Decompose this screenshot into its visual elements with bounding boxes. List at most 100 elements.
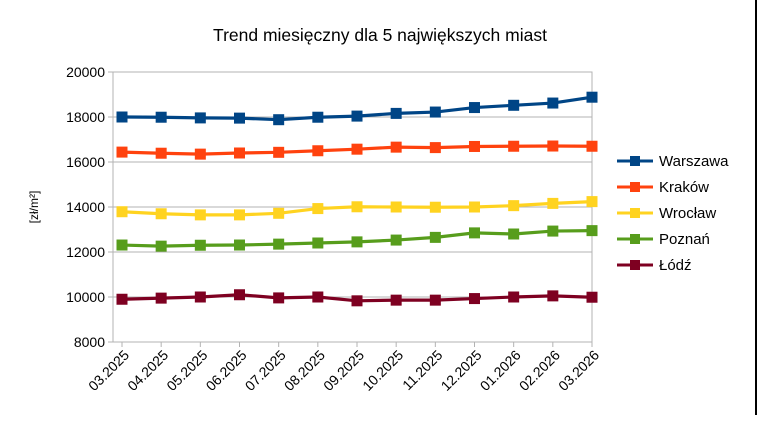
x-tick-label: 08.2025 [281,347,328,394]
legend-label: Kraków [659,178,710,196]
legend-label: Łódź [659,256,692,274]
data-point-marker [547,290,559,302]
data-point-marker [390,234,402,246]
data-point-marker [194,112,206,124]
window-edge [755,0,757,415]
data-point-marker [390,201,402,213]
data-point-marker [116,206,128,218]
y-tick-label: 16000 [66,154,105,170]
data-point-marker [155,292,167,304]
data-point-marker [234,209,245,221]
data-point-marker [194,209,206,221]
legend-item-Poznań: Poznań [616,226,728,252]
data-point-marker [547,197,559,209]
data-point-marker [116,239,128,251]
data-point-marker [429,106,441,118]
data-point-marker [390,107,402,119]
legend-label: Wrocław [659,204,717,222]
data-point-marker [273,146,285,158]
data-point-marker [390,141,402,153]
data-point-marker [351,201,363,213]
data-point-marker [351,295,363,307]
x-tick-label: 11.2025 [399,347,446,394]
x-tick-label: 06.2025 [203,347,250,394]
data-point-marker [312,145,324,157]
data-point-marker [312,111,324,123]
data-point-marker [547,140,559,152]
legend-marker-icon [617,234,653,244]
legend-item-Łódź: Łódź [616,252,728,278]
data-point-marker [194,291,206,303]
data-point-marker [273,207,285,219]
y-tick-label: 14000 [66,199,105,215]
data-point-marker [508,99,520,111]
x-tick-label: 03.2025 [85,347,132,394]
data-point-marker [234,147,245,159]
data-point-marker [351,143,363,155]
data-point-marker [351,236,363,248]
data-point-marker [508,228,520,240]
data-point-marker [469,201,480,213]
data-point-marker [508,140,520,152]
x-tick-label: 10.2025 [359,347,406,394]
data-point-marker [390,294,402,306]
data-point-marker [508,291,520,303]
legend-marker-icon [617,260,653,270]
chart-render-root: 8000 10000 12000 14000 16000 18000 20000 03.202… [27,64,602,394]
series-Kraków [116,140,598,160]
y-tick-label: 10000 [66,289,105,305]
data-point-marker [194,239,206,251]
x-tick-label: 04.2025 [124,347,171,394]
data-point-marker [234,112,245,124]
data-point-marker [351,110,363,122]
data-point-marker [429,142,441,154]
data-point-marker [155,240,167,252]
legend-label: Warszawa [659,152,729,170]
x-tick-label: 05.2025 [163,347,210,394]
chart-legend: Warszawa Kraków Wrocław Poznań Łódź [616,148,728,278]
data-point-marker [155,208,167,220]
x-tick-label: 07.2025 [242,347,289,394]
y-tick-label: 12000 [66,244,105,260]
data-point-marker [155,111,167,123]
data-point-marker [273,292,285,304]
y-axis-title: [zł/m²] [27,191,41,224]
data-point-marker [586,140,598,152]
legend-item-Kraków: Kraków [616,174,728,200]
data-point-marker [116,293,128,305]
y-tick-label: 18000 [66,109,105,125]
data-point-marker [273,238,285,250]
legend-item-Warszawa: Warszawa [616,148,728,174]
data-point-marker [429,201,441,213]
data-point-marker [586,291,598,303]
data-point-marker [469,102,480,114]
series-Warszawa [116,91,598,126]
series-Poznań [116,225,598,252]
data-point-marker [586,91,598,103]
data-point-marker [116,111,128,123]
data-point-marker [312,237,324,249]
data-point-marker [312,203,324,215]
data-point-marker [547,97,559,109]
y-tick-label: 8000 [74,334,105,350]
data-point-marker [312,291,324,303]
data-point-marker [234,239,245,251]
series-Wrocław [116,196,598,221]
data-point-marker [469,227,480,239]
data-point-marker [155,147,167,159]
data-point-marker [116,146,128,158]
data-point-marker [508,200,520,212]
data-point-marker [234,289,245,301]
legend-item-Wrocław: Wrocław [616,200,728,226]
legend-label: Poznań [659,230,710,248]
x-tick-label: 01.2026 [477,347,524,394]
data-point-marker [547,225,559,237]
legend-marker-icon [617,208,653,218]
data-point-marker [273,114,285,126]
data-point-marker [194,148,206,160]
data-point-marker [469,140,480,152]
series-Łódź [116,289,598,307]
legend-marker-icon [617,156,653,166]
data-point-marker [586,196,598,208]
